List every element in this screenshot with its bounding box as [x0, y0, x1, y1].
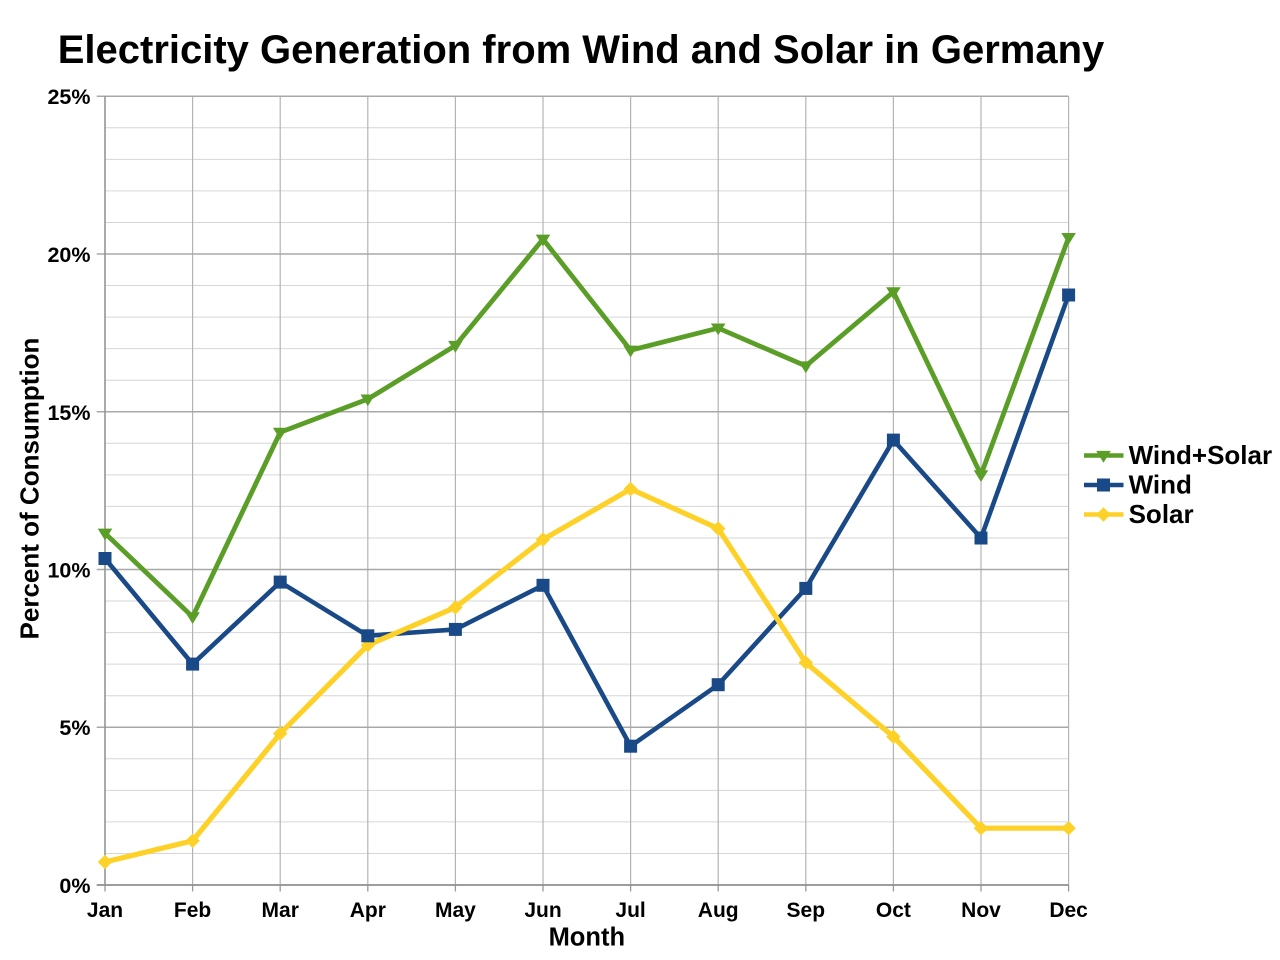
svg-text:5%: 5% [59, 716, 90, 740]
svg-text:Dec: Dec [1049, 899, 1088, 922]
svg-text:Jul: Jul [615, 899, 645, 922]
svg-text:Wind+Solar: Wind+Solar [1129, 440, 1273, 470]
svg-text:Jan: Jan [87, 899, 123, 922]
svg-text:Solar: Solar [1129, 499, 1194, 529]
svg-text:Nov: Nov [961, 899, 1001, 922]
svg-text:May: May [435, 899, 476, 922]
svg-text:Month: Month [549, 924, 625, 952]
svg-text:Percent of Consumption: Percent of Consumption [15, 338, 45, 640]
svg-text:25%: 25% [47, 85, 90, 109]
svg-text:15%: 15% [47, 401, 90, 425]
svg-text:10%: 10% [47, 559, 90, 583]
svg-text:0%: 0% [59, 874, 90, 898]
svg-text:20%: 20% [47, 243, 90, 267]
svg-text:Jun: Jun [524, 899, 561, 922]
svg-text:Mar: Mar [262, 899, 299, 922]
svg-text:Sep: Sep [787, 899, 826, 922]
svg-text:Feb: Feb [174, 899, 211, 922]
svg-text:Aug: Aug [698, 899, 739, 922]
svg-text:Apr: Apr [350, 899, 386, 922]
svg-text:Electricity Generation from Wi: Electricity Generation from Wind and Sol… [58, 28, 1105, 72]
svg-text:Oct: Oct [876, 899, 911, 922]
svg-text:Wind: Wind [1129, 470, 1192, 500]
